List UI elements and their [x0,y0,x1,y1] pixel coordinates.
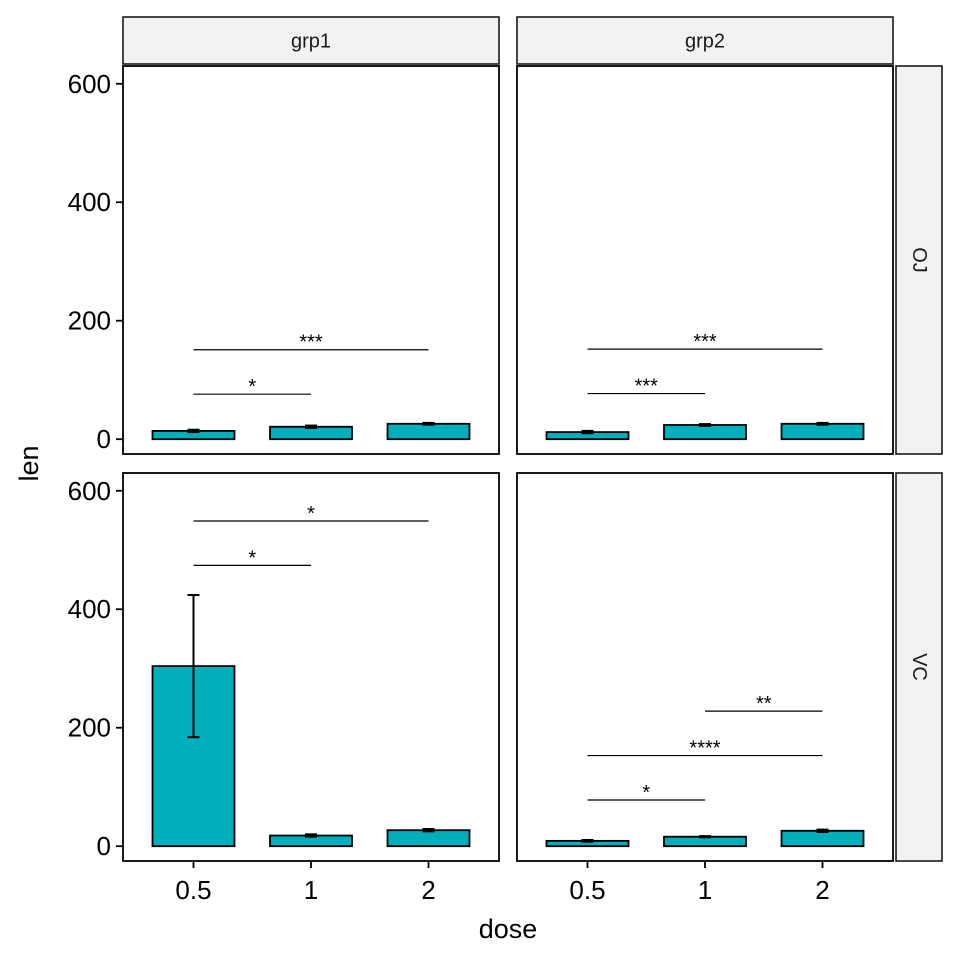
significance-label: *** [635,376,659,398]
y-tick-label: 200 [68,306,111,336]
facet-strip-label: VC [908,653,930,681]
significance-label: * [248,376,256,398]
y-tick-label: 0 [97,424,111,454]
y-tick-label: 200 [68,713,111,743]
facet-strip-grp1 [122,16,500,65]
x-axis-title: dose [479,914,538,944]
y-tick-label: 600 [68,476,111,506]
panel-border [516,65,894,455]
y-axis-title: len [14,445,44,481]
bar [780,422,865,441]
panel-background [517,473,893,861]
y-tick-label: 600 [68,69,111,99]
x-tick-label: 0.5 [569,875,605,905]
bar [663,424,747,441]
significance-label: *** [299,332,323,354]
facet-strip-label: grp2 [685,31,725,53]
bar [780,829,865,848]
y-tick-label: 0 [97,831,111,861]
panel-background [123,66,499,454]
significance-label: * [642,782,650,804]
y-tick-label: 400 [68,594,111,624]
facet-strip-OJ [895,65,943,455]
panel-border [122,65,500,455]
significance-label: * [248,547,256,569]
x-tick-label: 1 [304,875,318,905]
facet-strip-grp2 [516,16,894,65]
facet-strip-label: grp1 [291,31,331,53]
significance-label: ** [756,693,772,715]
significance-label: **** [689,738,720,760]
y-tick-label: 400 [68,187,111,217]
facet-strip-label: OJ [908,247,930,273]
facet-strip-VC [895,472,943,862]
bar [386,829,471,848]
panel-background [517,66,893,454]
x-tick-label: 1 [698,875,712,905]
x-tick-label: 2 [815,875,829,905]
bar [386,422,471,441]
significance-label: *** [693,331,717,353]
x-tick-label: 0.5 [175,875,211,905]
x-tick-label: 2 [421,875,435,905]
significance-label: * [307,503,315,525]
